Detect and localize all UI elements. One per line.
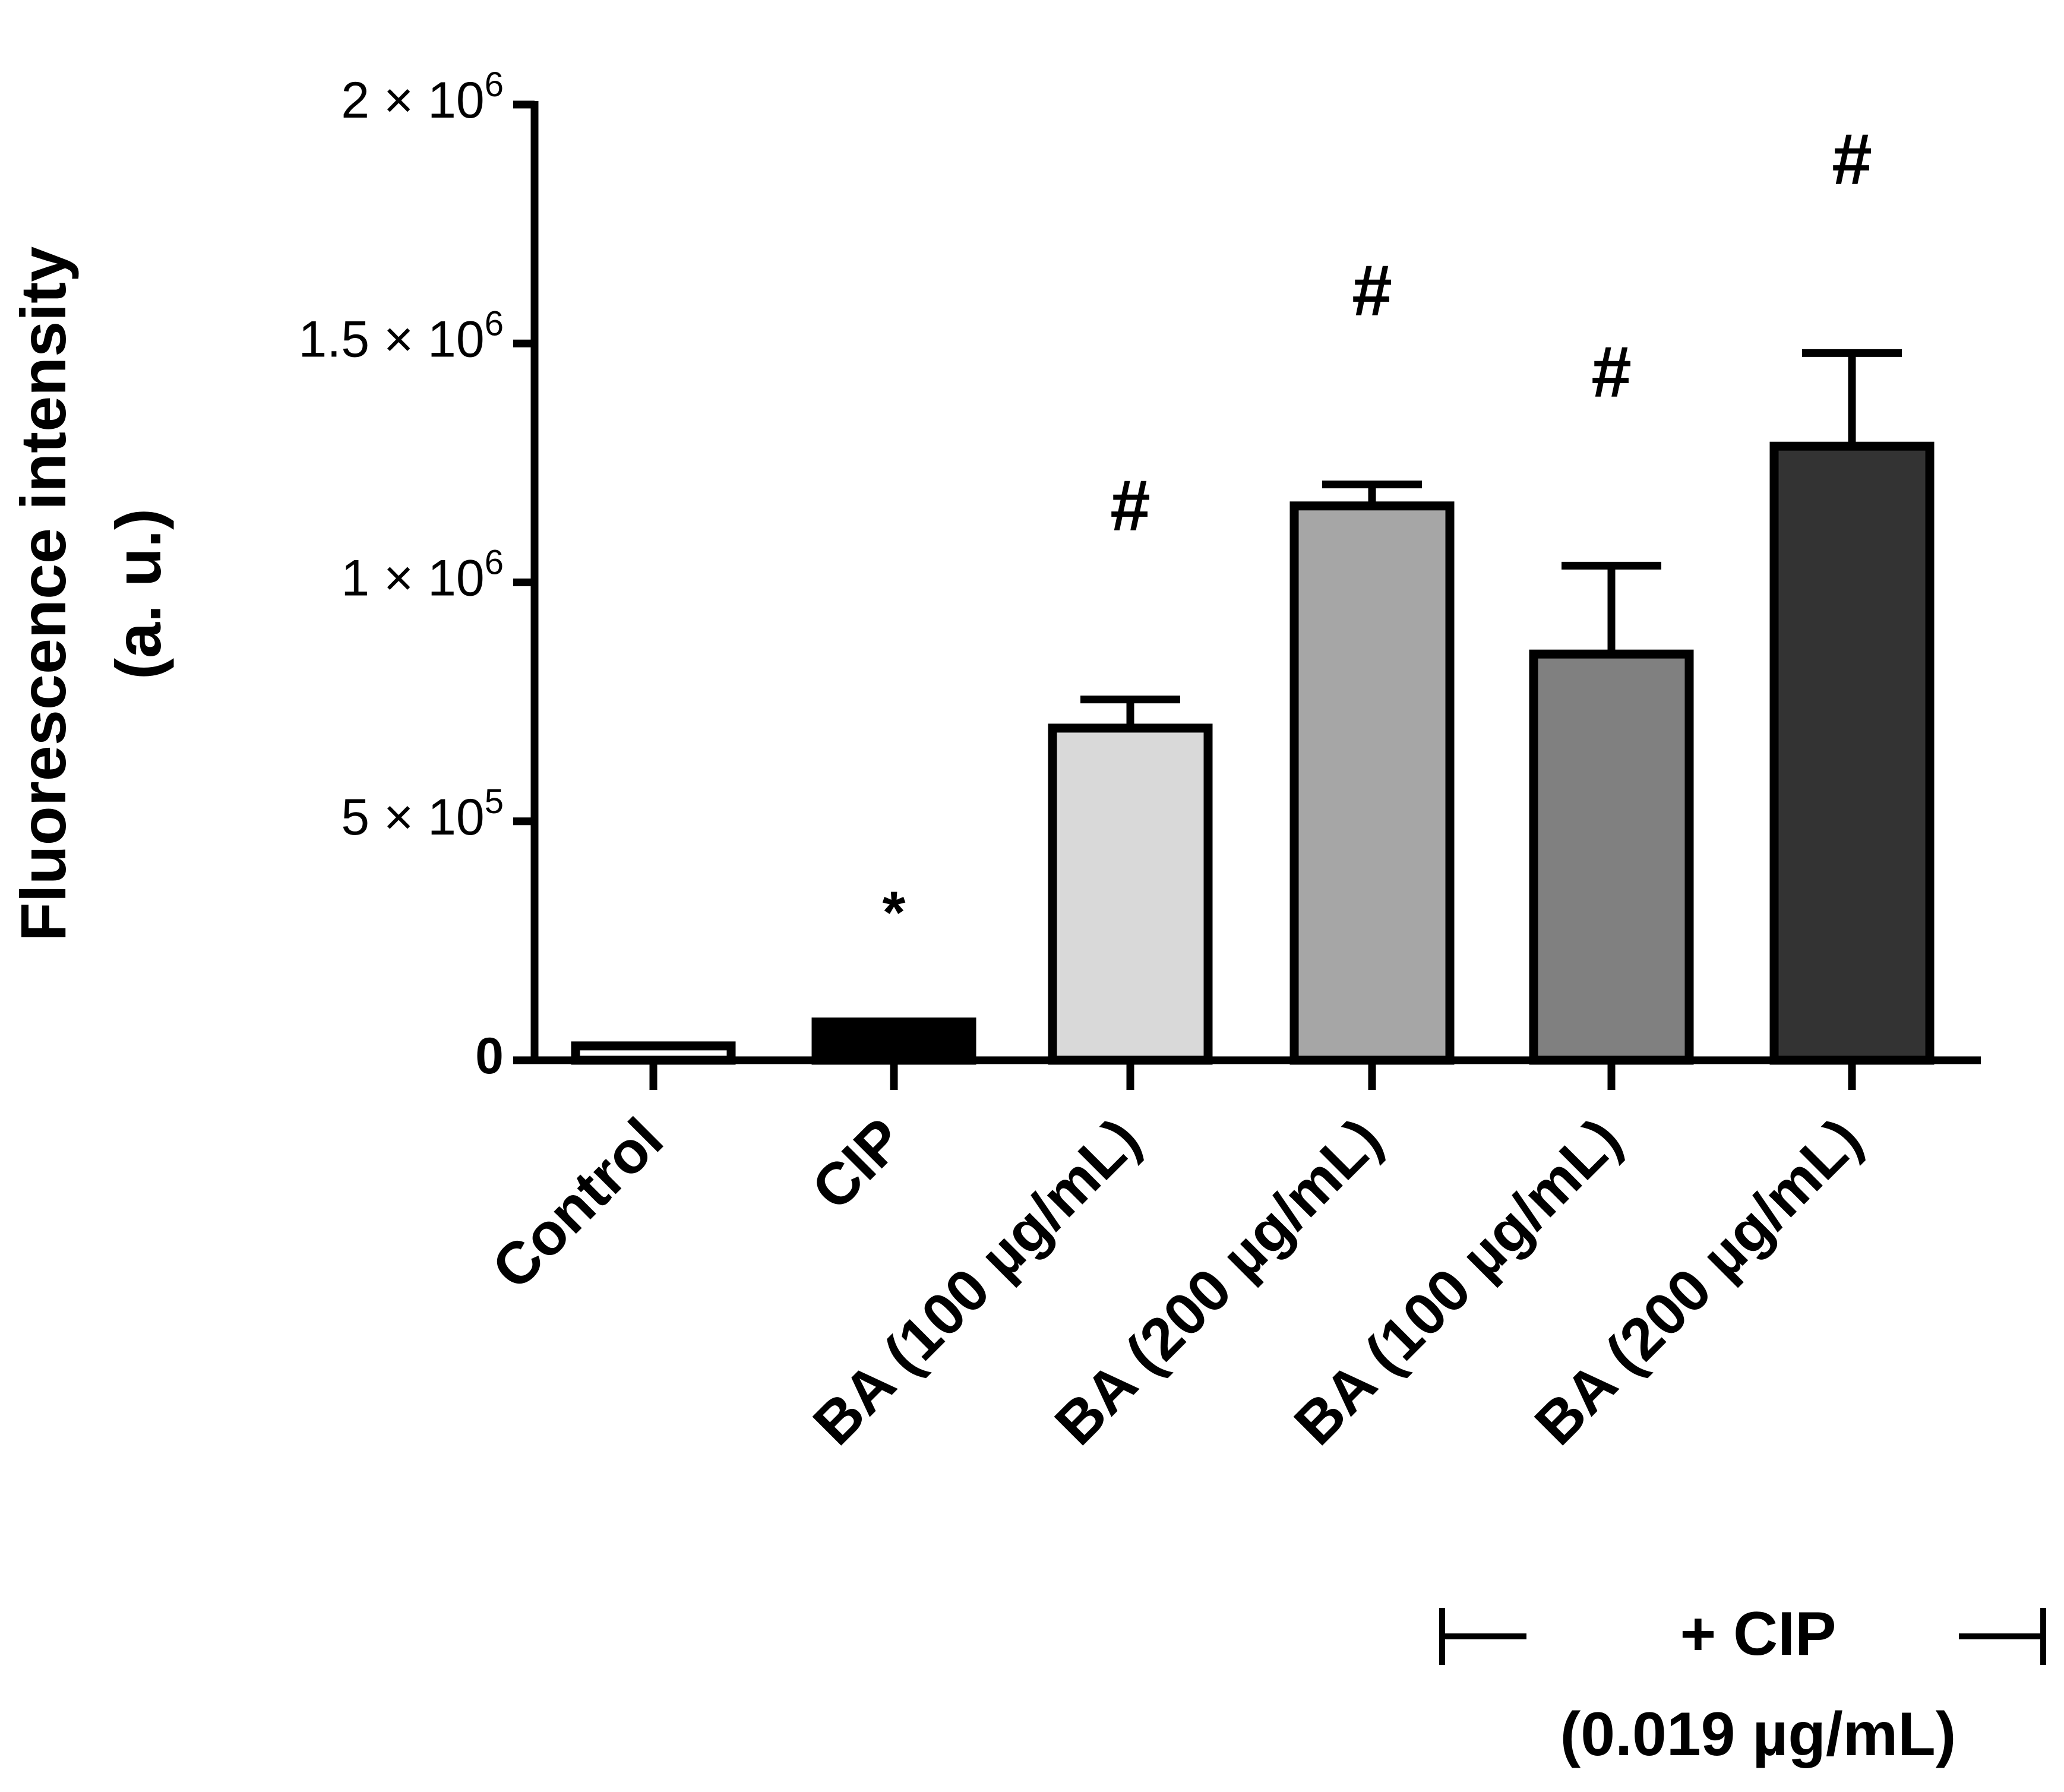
bars <box>571 349 1935 1065</box>
bar-4 <box>1529 649 1694 1065</box>
annotation-5: # <box>1832 118 1872 199</box>
significance-annotations: * # # # # <box>883 118 1872 946</box>
bracket-label: + CIP <box>1680 1600 1837 1668</box>
annotation-3: # <box>1352 250 1392 331</box>
bar-5 <box>1769 441 1935 1065</box>
annotation-2: # <box>1110 465 1150 546</box>
bracket-sublabel: (0.019 µg/mL) <box>1560 1700 1956 1769</box>
bar-3 <box>1289 501 1455 1065</box>
axes <box>530 101 1981 1064</box>
y-tick-label-2: 1 × 106 <box>341 543 504 607</box>
y-tick-label-0: 0 <box>475 1028 504 1085</box>
y-axis-ticks: 0 5 × 105 1 × 106 1.5 × 106 2 × 106 <box>299 65 535 1085</box>
annotation-4: # <box>1591 331 1632 412</box>
bar-1 <box>811 1017 976 1065</box>
y-axis-label: Fluorescence intensity (a. u.) <box>7 246 174 941</box>
y-axis-label-line-1: Fluorescence intensity <box>7 246 79 941</box>
x-tick-label-0: Control <box>479 1105 676 1302</box>
x-tick-label-1: CIP <box>799 1105 916 1222</box>
y-tick-label-3: 1.5 × 106 <box>299 304 504 368</box>
group-bracket: + CIP (0.019 µg/mL) <box>1439 1600 2046 1769</box>
y-tick-label-4: 2 × 106 <box>341 65 504 129</box>
y-tick-label-1: 5 × 105 <box>341 782 504 846</box>
bar-2 <box>1048 723 1213 1065</box>
annotation-1: * <box>883 880 906 946</box>
y-axis-label-line-2: (a. u.) <box>102 508 174 679</box>
